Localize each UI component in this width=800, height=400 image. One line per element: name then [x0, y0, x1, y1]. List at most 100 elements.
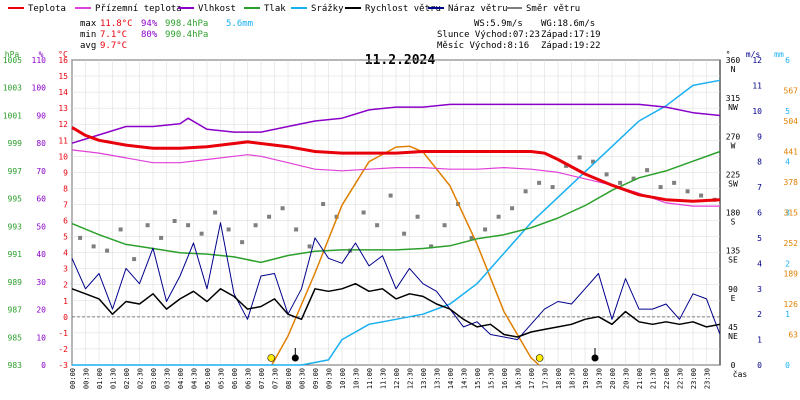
wind-direction-point [118, 227, 123, 232]
stats-block: max 11.8°C 94% 998.4hPa 5.6mm min 7.1°C … [80, 19, 253, 51]
wind-direction-point [415, 214, 420, 219]
tick-hpa: 991 [8, 250, 23, 259]
wind-direction-point [145, 223, 150, 228]
wind-direction-point [442, 223, 447, 228]
legend: Teplota Přízemní teplota Vlhkost Tlak Srážky… [8, 4, 580, 14]
tick-mm: 0 [785, 361, 790, 370]
stat-avg-temp: 9.7°C [100, 41, 127, 51]
tick-dir: 360 N [726, 56, 741, 74]
wind-direction-point [658, 185, 663, 190]
series-tlak [71, 150, 721, 264]
tick-time: 04:30 [191, 368, 199, 389]
wind-direction-point [604, 172, 609, 177]
tick-time: 06:00 [231, 368, 239, 389]
tick-time: 08:30 [299, 368, 307, 389]
plot-area [71, 79, 721, 366]
tick-ms: 2 [757, 310, 762, 319]
tick-mm: 6 [785, 56, 790, 65]
sunrise-marker [267, 354, 276, 362]
series-solar [271, 145, 540, 366]
tick-dir-cardinal: NE [728, 332, 738, 341]
tick-pct: 50 [36, 222, 46, 231]
tick-hpa: 999 [8, 139, 23, 148]
wind-direction-point [294, 227, 299, 232]
legend-label-naraz: Náraz větru [448, 4, 508, 14]
tick-pct: 70 [36, 167, 46, 176]
tick-c: 11 [58, 136, 68, 145]
tick-time: 05:30 [218, 368, 226, 389]
tick-solar: 441 [784, 148, 799, 157]
tick-time: 23:00 [690, 368, 698, 389]
wind-direction-point [402, 231, 407, 236]
tick-dir-cardinal: W [731, 141, 736, 150]
tick-mm: 5 [785, 107, 790, 116]
legend-label-teplota: Teplota [28, 4, 66, 14]
tick-time: 20:30 [623, 368, 631, 389]
tick-dir-deg: 180 [726, 209, 741, 218]
tick-dir-deg: 135 [726, 247, 741, 256]
tick-time: 10:30 [353, 368, 361, 389]
tick-time: 10:00 [339, 368, 347, 389]
wind-direction-point [375, 223, 380, 228]
tick-c: 2 [63, 281, 68, 290]
legend-label-rychlost: Rychlost větru [365, 4, 441, 14]
wind-direction-point [91, 244, 96, 249]
wind-direction-point [132, 257, 137, 262]
wind-direction-point [186, 223, 191, 228]
tick-hpa: 983 [8, 361, 23, 370]
tick-time: 11:00 [366, 368, 374, 389]
unit-ms: m/s [746, 50, 761, 59]
wind-direction-point [510, 206, 515, 211]
tick-dir-deg: 225 [726, 170, 741, 179]
tick-dir: 315 NW [726, 94, 741, 112]
tick-time: 12:00 [393, 368, 401, 389]
tick-time: 21:00 [636, 368, 644, 389]
tick-time: 03:00 [150, 368, 158, 389]
stat-max-hum: 94% [141, 19, 158, 29]
wind-direction-point [226, 227, 231, 232]
tick-ms: 4 [757, 259, 762, 268]
wind-direction-point [699, 193, 704, 198]
grid [71, 59, 721, 366]
tick-c: 14 [58, 88, 68, 97]
tick-time: 18:30 [569, 368, 577, 389]
wind-direction-point [537, 180, 542, 185]
tick-time: 07:00 [258, 368, 266, 389]
tick-dir-cardinal: S [731, 218, 736, 227]
tick-time: 15:00 [474, 368, 482, 389]
unit-pct: % [39, 50, 44, 59]
tick-pct: 90 [36, 111, 46, 120]
tick-solar: 252 [784, 239, 799, 248]
tick-ms: 11 [752, 81, 762, 90]
wind-direction-point [618, 180, 623, 185]
tick-time: 13:30 [434, 368, 442, 389]
wind-direction-point [280, 206, 285, 211]
wind-direction-point [321, 202, 326, 207]
tick-time: 18:00 [555, 368, 563, 389]
tick-time: 09:30 [326, 368, 334, 389]
tick-c: 6 [63, 217, 68, 226]
wind-direction-point [685, 189, 690, 194]
tick-mm: 2 [785, 259, 790, 268]
tick-pct: 10 [36, 333, 46, 342]
wind-direction-point [591, 159, 596, 164]
series-vlhkost [71, 103, 721, 144]
wind-direction-point [105, 248, 110, 253]
stat-min-label: min [80, 30, 96, 40]
wind-direction-point [267, 214, 272, 219]
wind-direction-point [523, 189, 528, 194]
tick-ms: 6 [757, 209, 762, 218]
stat-min-temp: 7.1°C [100, 30, 127, 40]
tick-dir-deg: 270 [726, 132, 741, 141]
unit-mm: mm [774, 50, 784, 59]
tick-hpa: 1001 [3, 111, 22, 120]
moonrise-marker [291, 354, 299, 362]
unit-hpa: hPa [5, 50, 20, 59]
tick-pct: 40 [36, 250, 46, 259]
tick-ms: 8 [757, 158, 762, 167]
tick-dir: 270 W [726, 132, 741, 150]
moonset-marker [591, 354, 599, 362]
tick-hpa: 985 [8, 333, 23, 342]
tick-solar: 189 [784, 270, 799, 279]
wind-direction-point [469, 235, 474, 240]
